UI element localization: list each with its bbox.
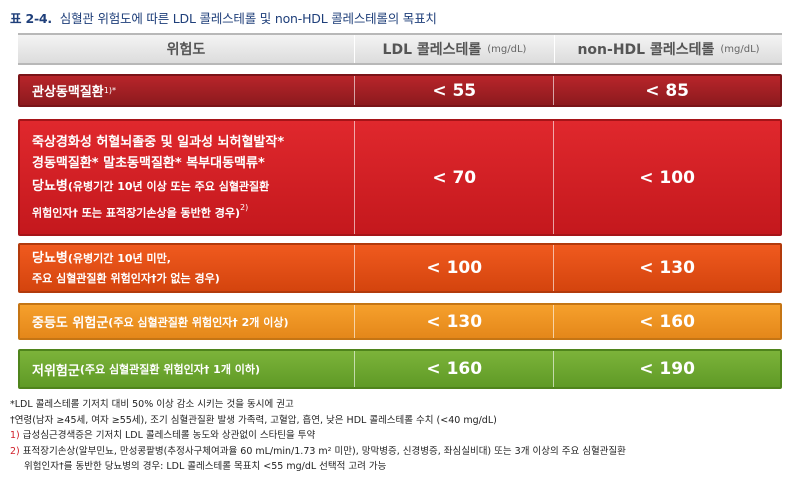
table-row: 죽상경화성 허혈뇌졸중 및 일과성 뇌허혈발작* 경동맥질환* 말초동맥질환* … [18,119,782,236]
risk-label: 관상동맥질환 1)* [32,85,116,100]
table-row: 관상동맥질환 1)* < 55 < 85 [18,74,782,107]
ldl-value: < 70 [354,121,553,234]
table-number: 표 2-4. [10,11,52,26]
risk-label: 당뇨병(유병기간 10년 미만, 주요 심혈관질환 위험인자†가 없는 경우) [32,251,220,285]
ldl-value: < 55 [354,76,553,105]
nonhdl-value: < 100 [553,121,780,234]
table-row: 중등도 위험군 (주요 심혈관질환 위험인자† 2개 이상) < 130 < 16… [18,303,782,340]
nonhdl-value: < 85 [553,76,780,105]
footnote-star: *LDL 콜레스테롤 기저치 대비 50% 이상 감소 시키는 것을 동시에 권… [10,399,294,410]
table-title: 심혈관 위험도에 따른 LDL 콜레스테롤 및 non-HDL 콜레스테롤의 목… [59,11,437,26]
header-risk: 위험도 [166,42,206,58]
risk-label: 저위험군 (주요 심혈관질환 위험인자† 1개 이하) [32,363,261,379]
nonhdl-value: < 130 [553,245,780,291]
footnote-2: 2) 표적장기손상(알부민뇨, 만성콩팥병(추정사구체여과율 60 mL/min… [10,445,626,457]
risk-label: 죽상경화성 허혈뇌졸중 및 일과성 뇌허혈발작* 경동맥질환* 말초동맥질환* … [32,134,285,220]
footnote-dagger: †연령(남자 ≥45세, 여자 ≥55세), 조기 심혈관질환 발생 가족력, … [10,414,497,426]
nonhdl-value: < 190 [553,351,780,387]
table-row: 당뇨병(유병기간 10년 미만, 주요 심혈관질환 위험인자†가 없는 경우) … [18,243,782,293]
risk-label: 중등도 위험군 (주요 심혈관질환 위험인자† 2개 이상) [32,315,289,332]
footnote-2-cont: 위험인자†를 동반한 당뇨병의 경우: LDL 콜레스테롤 목표치 <55 mg… [24,461,387,472]
header-nonhdl-unit: (mg/dL) [720,43,760,55]
target-table: 위험도 LDL 콜레스테롤 (mg/dL) non-HDL 콜레스테롤 (mg/dL… [18,33,782,389]
table-row: 저위험군 (주요 심혈관질환 위험인자† 1개 이하) < 160 < 190 [18,349,782,389]
header-nonhdl: non-HDL 콜레스테롤 (mg/dL) [554,35,782,63]
ldl-value: < 100 [354,245,553,291]
footnotes: *LDL 콜레스테롤 기저치 대비 50% 이상 감소 시키는 것을 동시에 권… [10,397,790,475]
table-header: 위험도 LDL 콜레스테롤 (mg/dL) non-HDL 콜레스테롤 (mg/dL… [18,33,782,65]
ldl-value: < 160 [354,351,553,387]
ldl-value: < 130 [354,305,553,338]
header-ldl-unit: (mg/dL) [487,43,527,55]
table-caption: 표 2-4. 심혈관 위험도에 따른 LDL 콜레스테롤 및 non-HDL 콜… [10,8,437,27]
nonhdl-value: < 160 [553,305,780,338]
header-ldl: LDL 콜레스테롤 (mg/dL) [354,35,554,63]
footnote-1: 1) 급성심근경색증은 기저치 LDL 콜레스테롤 농도와 상관없이 스타틴을 … [10,430,316,441]
